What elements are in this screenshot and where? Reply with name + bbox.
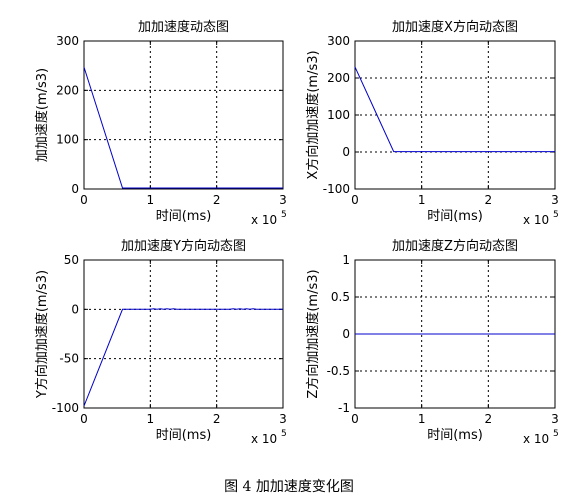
y-axis-label: Y方向加加速度(m/s3) <box>34 270 50 399</box>
x-multiplier-exponent: 5 <box>281 429 287 439</box>
y-tick-label: 1 <box>342 253 350 267</box>
y-tick-label: 0 <box>342 327 350 341</box>
x-tick-label: 2 <box>485 412 493 426</box>
y-axis-label: X方向加加速度(m/s3) <box>305 50 321 179</box>
x-axis-label: 时间(ms) <box>156 428 212 443</box>
x-tick-label: 3 <box>279 412 287 426</box>
y-tick-label: 300 <box>56 34 79 48</box>
x-axis-label: 时间(ms) <box>156 209 212 224</box>
axes-box <box>83 40 284 190</box>
y-tick-label: -100 <box>323 182 350 196</box>
figure-caption: 图 4 加加速度变化图 <box>224 479 354 495</box>
y-tick-label: 0 <box>71 302 79 316</box>
y-tick-label: -1 <box>338 401 350 415</box>
chart-title: 加加速度Y方向动态图 <box>121 238 246 254</box>
x-axis-label: 时间(ms) <box>427 428 483 443</box>
series-line <box>83 66 283 189</box>
x-multiplier-label: x 10 <box>251 213 277 227</box>
x-tick-label: 2 <box>213 412 221 426</box>
x-tick-label: 0 <box>351 412 359 426</box>
x-tick-label: 1 <box>147 193 155 207</box>
y-axis-label: 加加速度(m/s3) <box>34 68 50 162</box>
y-tick-label: 200 <box>56 83 79 97</box>
y-tick-label: -0.5 <box>327 364 350 378</box>
y-tick-label: -50 <box>59 352 79 366</box>
y-tick-label: 300 <box>327 34 350 48</box>
x-multiplier-exponent: 5 <box>553 429 559 439</box>
chart-title: 加加速度动态图 <box>138 19 229 35</box>
y-tick-label: 0 <box>342 145 350 159</box>
y-tick-label: 0.5 <box>331 290 350 304</box>
y-tick-label: -100 <box>52 401 79 415</box>
x-multiplier-exponent: 5 <box>281 210 287 220</box>
chart-title: 加加速度Z方向动态图 <box>392 238 518 254</box>
x-tick-label: 0 <box>80 193 88 207</box>
chart-title: 加加速度X方向动态图 <box>392 19 518 35</box>
axes-box <box>83 259 284 409</box>
y-tick-label: 50 <box>64 253 79 267</box>
x-tick-label: 3 <box>279 193 287 207</box>
x-tick-label: 3 <box>551 193 559 207</box>
series-line <box>83 308 283 407</box>
x-tick-label: 0 <box>351 193 359 207</box>
x-axis-label: 时间(ms) <box>427 209 483 224</box>
x-multiplier-label: x 10 <box>251 432 277 446</box>
x-multiplier-label: x 10 <box>523 213 549 227</box>
y-tick-label: 100 <box>327 108 350 122</box>
x-multiplier-exponent: 5 <box>553 210 559 220</box>
series-line <box>354 66 555 153</box>
x-multiplier-label: x 10 <box>523 432 549 446</box>
x-tick-label: 2 <box>485 193 493 207</box>
y-tick-label: 100 <box>56 133 79 147</box>
y-tick-label: 200 <box>327 71 350 85</box>
y-tick-label: 0 <box>71 182 79 196</box>
x-tick-label: 3 <box>551 412 559 426</box>
y-axis-label: Z方向加加速度(m/s3) <box>305 269 321 398</box>
x-tick-label: 0 <box>80 412 88 426</box>
x-tick-label: 1 <box>147 412 155 426</box>
x-tick-label: 2 <box>213 193 221 207</box>
x-tick-label: 1 <box>418 193 426 207</box>
x-tick-label: 1 <box>418 412 426 426</box>
